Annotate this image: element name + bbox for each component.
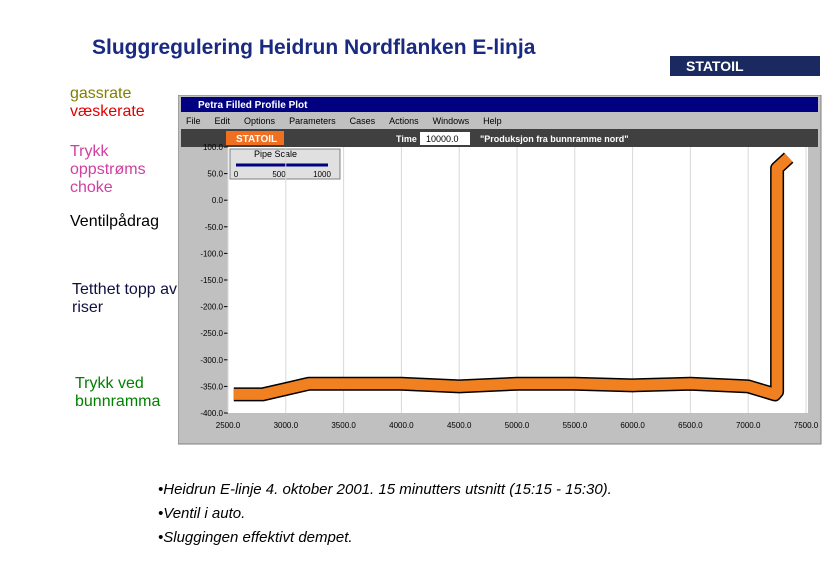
x-tick-label: 5000.0 bbox=[505, 421, 530, 430]
case-name: "Produksjon fra bunnramme nord" bbox=[480, 134, 629, 144]
y-tick-label: 50.0 bbox=[207, 170, 223, 179]
y-tick-label: -200.0 bbox=[200, 303, 223, 312]
legend-label: Ventilpådrag bbox=[70, 213, 159, 230]
legend-label: Trykk ved bunnramma bbox=[75, 375, 161, 410]
x-tick-label: 2500.0 bbox=[216, 421, 241, 430]
y-tick-label: -150.0 bbox=[200, 276, 223, 285]
x-tick-label: 3500.0 bbox=[331, 421, 356, 430]
y-tick-label: -50.0 bbox=[205, 223, 224, 232]
bullet-list: •Heidrun E-linje 4. oktober 2001. 15 min… bbox=[158, 478, 612, 550]
x-tick-label: 4500.0 bbox=[447, 421, 472, 430]
x-tick-label: 3000.0 bbox=[274, 421, 299, 430]
x-tick-label: 7500.0 bbox=[794, 421, 819, 430]
y-tick-label: -350.0 bbox=[200, 382, 223, 391]
title-bar bbox=[181, 97, 818, 112]
bullet: •Heidrun E-linje 4. oktober 2001. 15 min… bbox=[158, 481, 612, 498]
slider-tick: 0 bbox=[234, 170, 239, 179]
y-tick-label: -100.0 bbox=[200, 249, 223, 258]
toolbar-logo-bg bbox=[226, 131, 284, 145]
x-tick-label: 4000.0 bbox=[389, 421, 414, 430]
menu-item[interactable]: Parameters bbox=[289, 116, 336, 126]
menu-item[interactable]: Cases bbox=[350, 116, 376, 126]
app-window: Petra Filled Profile Plot File Edit Options… bbox=[178, 95, 822, 445]
slide-title: Sluggregulering Heidrun Nordflanken E-li… bbox=[92, 36, 536, 59]
time-field bbox=[420, 132, 470, 145]
x-tick-label: 6000.0 bbox=[620, 421, 645, 430]
y-tick-label: -300.0 bbox=[200, 356, 223, 365]
legend-label: væskerate bbox=[70, 103, 145, 120]
menu-item[interactable]: Options bbox=[244, 116, 276, 126]
time-value: 10000.0 bbox=[426, 134, 459, 144]
logo: STATOIL bbox=[670, 56, 820, 76]
plot-area bbox=[228, 147, 808, 413]
menu-item[interactable]: Windows bbox=[433, 116, 470, 126]
legend-label: gassrate bbox=[70, 85, 132, 102]
slider-tick: 1000 bbox=[313, 170, 331, 179]
menu-item[interactable]: Help bbox=[483, 116, 502, 126]
pipe-fill bbox=[233, 153, 793, 400]
y-tick-label: 100.0 bbox=[203, 143, 224, 152]
window-title: Petra Filled Profile Plot bbox=[198, 100, 308, 111]
x-tick-label: 6500.0 bbox=[678, 421, 703, 430]
menu-item[interactable]: File bbox=[186, 116, 201, 126]
x-tick-label: 5500.0 bbox=[563, 421, 588, 430]
toolbar bbox=[181, 129, 818, 147]
menu-item[interactable]: Actions bbox=[389, 116, 419, 126]
time-label: Time bbox=[396, 134, 417, 144]
y-tick-label: -250.0 bbox=[200, 329, 223, 338]
menu-item[interactable]: Edit bbox=[215, 116, 231, 126]
legend-label: Tetthet topp av riser bbox=[72, 281, 177, 316]
legend-label: Trykk oppstrøms choke bbox=[70, 143, 146, 196]
bullet: •Ventil i auto. bbox=[158, 505, 246, 522]
slider-tick: 500 bbox=[272, 170, 286, 179]
x-tick-label: 7000.0 bbox=[736, 421, 761, 430]
toolbar-logo: STATOIL bbox=[236, 134, 277, 145]
y-tick-label: -400.0 bbox=[200, 409, 223, 418]
bullet: •Sluggingen effektivt dempet. bbox=[158, 529, 353, 546]
y-tick-label: 0.0 bbox=[212, 196, 224, 205]
slider-label: Pipe Scale bbox=[254, 149, 297, 159]
